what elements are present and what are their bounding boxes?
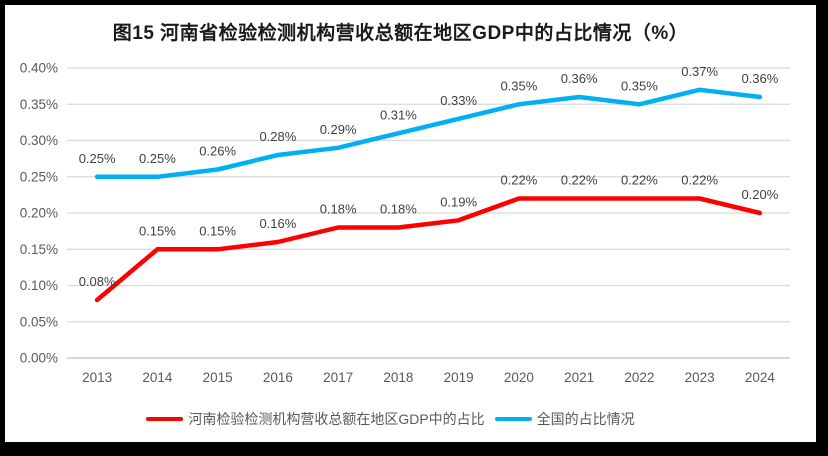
data-label-henan: 0.16% bbox=[259, 216, 296, 231]
x-tick-label: 2013 bbox=[82, 370, 112, 385]
legend-item-henan: 河南检验检测机构营收总额在地区GDP中的占比 bbox=[146, 409, 485, 429]
x-tick-label: 2019 bbox=[444, 370, 474, 385]
data-label-henan: 0.18% bbox=[320, 202, 357, 217]
x-tick-label: 2018 bbox=[383, 370, 413, 385]
data-label-national: 0.35% bbox=[621, 78, 658, 93]
x-tick-label: 2015 bbox=[203, 370, 233, 385]
series-line-national bbox=[94, 87, 763, 180]
data-label-national: 0.37% bbox=[681, 64, 718, 79]
y-tick-label: 0.05% bbox=[20, 314, 58, 329]
x-tick-label: 2014 bbox=[142, 370, 173, 385]
data-label-henan: 0.22% bbox=[561, 173, 598, 188]
x-tick-label: 2017 bbox=[323, 370, 353, 385]
data-label-national: 0.28% bbox=[259, 129, 296, 144]
data-label-henan: 0.08% bbox=[79, 274, 116, 289]
data-label-national: 0.26% bbox=[199, 144, 236, 159]
data-label-henan: 0.20% bbox=[741, 187, 778, 202]
legend-label-henan: 河南检验检测机构营收总额在地区GDP中的占比 bbox=[188, 411, 485, 427]
chart-canvas: 图15 河南省检验检测机构营收总额在地区GDP中的占比情况（%） 0.00% 0.… bbox=[5, 5, 816, 442]
x-tick-label: 2024 bbox=[745, 370, 776, 385]
x-tick-label: 2021 bbox=[564, 370, 594, 385]
data-label-henan: 0.15% bbox=[199, 223, 236, 238]
data-label-henan: 0.22% bbox=[681, 173, 718, 188]
data-label-henan: 0.22% bbox=[621, 173, 658, 188]
chart-title: 图15 河南省检验检测机构营收总额在地区GDP中的占比情况（%） bbox=[112, 23, 689, 44]
legend-line-swatch-henan bbox=[146, 417, 184, 421]
y-tick-label: 0.15% bbox=[20, 242, 58, 257]
y-tick-label: 0.30% bbox=[20, 133, 58, 148]
data-label-henan: 0.22% bbox=[500, 173, 537, 188]
data-label-national: 0.36% bbox=[561, 71, 598, 86]
y-tick-label: 0.20% bbox=[20, 206, 58, 221]
data-label-national: 0.33% bbox=[440, 93, 477, 108]
x-tick-label: 2020 bbox=[504, 370, 534, 385]
y-tick-label: 0.35% bbox=[20, 97, 58, 112]
data-label-national: 0.29% bbox=[320, 122, 357, 137]
data-label-national: 0.25% bbox=[79, 151, 116, 166]
data-label-henan: 0.18% bbox=[380, 202, 417, 217]
data-label-national: 0.36% bbox=[741, 71, 778, 86]
x-tick-label: 2023 bbox=[685, 370, 715, 385]
y-tick-label: 0.25% bbox=[20, 169, 58, 184]
data-label-national: 0.31% bbox=[380, 107, 417, 122]
line-chart-plot-area: 0.00% 0.05% 0.10% 0.15% 0.20% 0.25% 0.30% 0.35%… bbox=[20, 61, 790, 385]
legend-line-swatch-national bbox=[494, 417, 532, 421]
y-tick-label: 0.10% bbox=[20, 278, 58, 293]
data-label-henan: 0.19% bbox=[440, 194, 477, 209]
y-tick-label: 0.00% bbox=[20, 351, 58, 366]
data-label-henan: 0.15% bbox=[139, 223, 176, 238]
data-label-national: 0.25% bbox=[139, 151, 176, 166]
legend-item-national: 全国的占比情况 bbox=[494, 409, 635, 429]
chart-legend: 河南检验检测机构营收总额在地区GDP中的占比 全国的占比情况 bbox=[5, 409, 776, 429]
y-tick-label: 0.40% bbox=[20, 61, 58, 76]
x-tick-label: 2022 bbox=[624, 370, 654, 385]
data-label-national: 0.35% bbox=[500, 78, 537, 93]
series-line-henan bbox=[94, 196, 763, 303]
x-tick-label: 2016 bbox=[263, 370, 293, 385]
legend-label-national: 全国的占比情况 bbox=[536, 411, 635, 427]
